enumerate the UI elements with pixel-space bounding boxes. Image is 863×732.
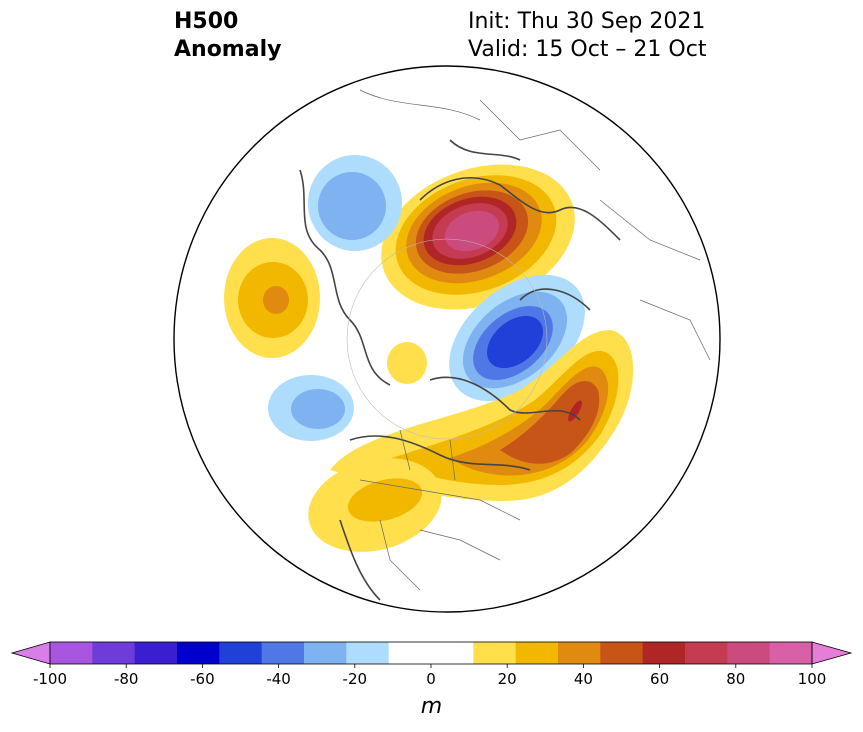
colorbar-segment <box>600 642 644 664</box>
political-borders <box>359 89 711 591</box>
colorbar-tick-label: -40 <box>266 670 291 688</box>
variable-title: H500 <box>174 9 239 34</box>
colorbar-segment <box>50 642 93 664</box>
colorbar-segment <box>558 642 601 664</box>
colorbar-tick-label: 20 <box>498 670 517 688</box>
colorbar: -100 -80 -60 -40 -20 0 20 40 60 80 100 <box>10 641 853 688</box>
negative-anomaly-alaska <box>268 375 354 441</box>
anomaly-fields <box>224 89 711 601</box>
colorbar-tick-label: -100 <box>33 670 67 688</box>
colorbar-tick-label: 80 <box>726 670 745 688</box>
colorbar-segment <box>431 642 474 664</box>
positive-anomaly-west-na <box>308 458 442 552</box>
variable-subtitle: Anomaly <box>174 37 282 62</box>
positive-anomaly-atlantic <box>330 330 634 501</box>
colorbar-segment <box>642 642 686 664</box>
colorbar-segment <box>219 642 263 664</box>
date-block: Init: Thu 30 Sep 2021 Valid: 15 Oct – 21… <box>468 8 706 64</box>
valid-date: Valid: 15 Oct – 21 Oct <box>468 37 707 62</box>
positive-anomaly-scandinavia <box>381 164 575 310</box>
colorbar-units: m <box>420 694 443 719</box>
colorbar-segment <box>515 642 559 664</box>
init-date: Init: Thu 30 Sep 2021 <box>468 9 706 34</box>
colorbar-segment <box>261 642 305 664</box>
colorbar-segment <box>727 642 771 664</box>
colorbar-segment <box>92 642 136 664</box>
colorbar-tick-label: -20 <box>343 670 368 688</box>
colorbar-segment <box>388 642 432 664</box>
colorbar-tick-label: 100 <box>798 670 827 688</box>
colorbar-tick-label: -60 <box>190 670 215 688</box>
colorbar-ticks: -100 -80 -60 -40 -20 0 20 40 60 80 100 <box>33 664 826 688</box>
positive-anomaly-arctic <box>387 342 427 384</box>
positive-anomaly-east-siberia <box>224 238 320 358</box>
coastlines <box>299 139 621 601</box>
colorbar-extend-low <box>10 641 51 665</box>
colorbar-extend-high <box>811 641 853 665</box>
colorbar-tick-label: 60 <box>650 670 669 688</box>
colorbar-segments <box>10 641 853 665</box>
polar-map <box>173 65 721 613</box>
title-block: H500 Anomaly <box>174 8 281 64</box>
colorbar-segment <box>134 642 178 664</box>
latitude-circle <box>346 238 548 440</box>
colorbar-segment <box>769 642 813 664</box>
colorbar-segment <box>177 642 220 664</box>
colorbar-segment <box>346 642 390 664</box>
map-boundary <box>173 65 721 613</box>
colorbar-tick-label: 0 <box>426 670 436 688</box>
colorbar-tick-label: -80 <box>114 670 139 688</box>
colorbar-segment <box>685 642 728 664</box>
colorbar-segment <box>473 642 517 664</box>
negative-anomaly-siberia <box>308 155 402 251</box>
colorbar-segment <box>304 642 347 664</box>
colorbar-tick-label: 40 <box>574 670 593 688</box>
